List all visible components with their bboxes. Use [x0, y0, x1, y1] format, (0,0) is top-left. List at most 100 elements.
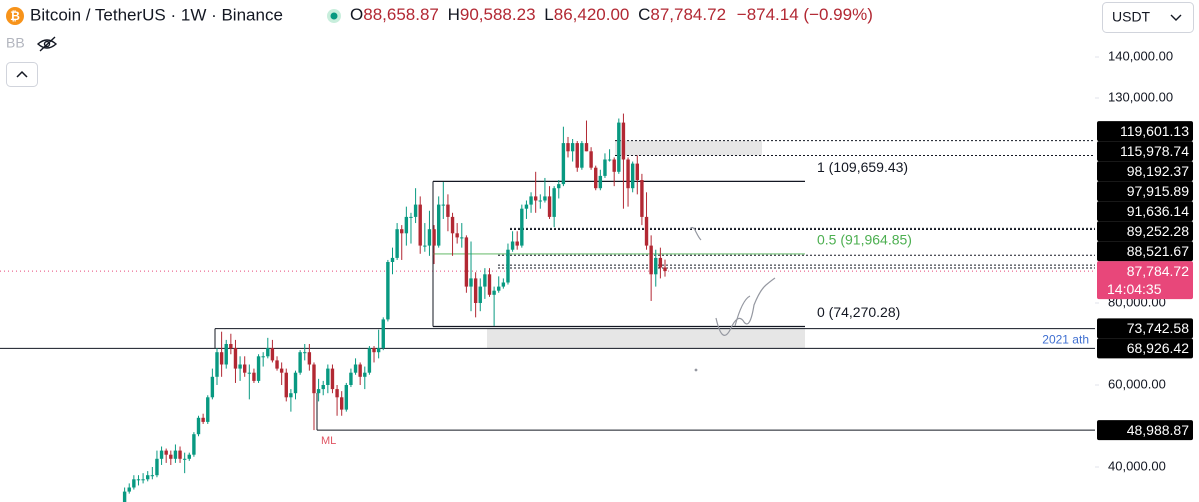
- candle-body: [321, 384, 325, 390]
- candle-body: [229, 343, 233, 349]
- level-label-box: [1097, 221, 1193, 242]
- candle-body: [335, 389, 339, 398]
- candle-body: [635, 163, 639, 180]
- candle-body: [446, 204, 450, 217]
- candle-body: [658, 257, 663, 268]
- ohlc-key: C: [638, 5, 650, 24]
- candle-body: [455, 233, 459, 238]
- candle-body: [196, 417, 201, 435]
- candle-body: [483, 274, 487, 287]
- level-label: 119,601.13: [1120, 123, 1189, 139]
- hide-indicator-icon[interactable]: [36, 36, 58, 52]
- y-tick-label: 130,000.00: [1108, 89, 1173, 104]
- candle-body: [594, 167, 598, 189]
- candle-body: [247, 372, 252, 374]
- candle-body: [275, 360, 279, 369]
- symbol-title[interactable]: Bitcoin / TetherUS · 1W · Binance: [30, 5, 283, 24]
- level-label-box: [1097, 241, 1193, 262]
- candle-body: [164, 450, 168, 455]
- y-tick-label: 40,000.00: [1108, 458, 1166, 473]
- candle-body: [132, 479, 136, 488]
- level-label: 98,192.37: [1127, 163, 1189, 179]
- candle-body: [358, 364, 362, 377]
- candle-body: [210, 376, 215, 398]
- currency-label: USDT: [1112, 9, 1151, 25]
- status-dot: [330, 12, 338, 20]
- candle-body: [561, 143, 566, 185]
- candle-body: [233, 348, 238, 369]
- candle-body: [501, 282, 506, 287]
- level-label: 115,978.74: [1120, 143, 1189, 159]
- level-label-box: [1097, 181, 1193, 202]
- level-label: 48,988.87: [1127, 422, 1189, 438]
- candle-body: [192, 434, 196, 455]
- collapse-button[interactable]: [6, 62, 38, 87]
- currency-select[interactable]: [1102, 2, 1194, 33]
- candle-body: [155, 458, 159, 476]
- level-label-box: [1097, 420, 1193, 441]
- candle-body: [663, 267, 667, 272]
- symbol-icon: [6, 7, 24, 25]
- candle-body: [612, 159, 616, 172]
- candle-body: [187, 454, 191, 459]
- ohlc-value: 86,420.00: [554, 5, 630, 24]
- candle-body: [349, 372, 353, 385]
- candle-body: [409, 216, 413, 218]
- candle-body: [473, 278, 478, 303]
- level-label: 73,742.58: [1127, 320, 1189, 336]
- candle-body: [515, 241, 519, 246]
- candle-body: [617, 122, 621, 172]
- candle-body: [252, 372, 256, 381]
- level-label: 88,521.67: [1127, 243, 1189, 259]
- candle-body: [363, 372, 367, 377]
- level-label-box: [1097, 121, 1193, 142]
- symbol-icon-glyph: ₿: [10, 9, 20, 23]
- candle-body: [404, 216, 409, 234]
- candle-body: [432, 229, 436, 246]
- current-price-label: 87,784.72: [1127, 263, 1189, 279]
- ohlc-key: H: [448, 5, 460, 24]
- candle-body: [552, 188, 556, 217]
- candle-body: [400, 229, 404, 234]
- ath-label: 2021 ath: [1042, 333, 1089, 347]
- candle-body: [312, 364, 316, 394]
- candle-body: [626, 159, 630, 189]
- level-label-box: [1097, 338, 1193, 359]
- candle-body: [367, 348, 372, 373]
- candle-body: [339, 397, 344, 410]
- level-label-box: [1097, 141, 1193, 162]
- candle-body: [487, 274, 492, 295]
- indicator-name[interactable]: BB: [6, 35, 25, 51]
- zone-box: [615, 140, 762, 156]
- candle-body: [423, 245, 427, 247]
- current-price-box: [1097, 261, 1193, 300]
- candle-body: [178, 450, 182, 459]
- candle-body: [543, 196, 547, 201]
- candle-body: [127, 487, 131, 492]
- candle-body: [492, 290, 496, 295]
- ml-label: ML: [321, 435, 336, 447]
- fib-label: 0 (74,270.28): [817, 304, 900, 320]
- level-label-box: [1097, 318, 1193, 339]
- level-label: 91,636.14: [1127, 203, 1189, 219]
- candle-body: [122, 491, 127, 502]
- candle-body: [289, 393, 293, 398]
- candle-body: [146, 475, 150, 480]
- plot-area: 1 (109,659.43) 0.5 (91,964.85) 0 (74,270.2…: [0, 113, 1095, 502]
- candle-body: [307, 352, 312, 365]
- candle-body: [654, 257, 658, 275]
- candle-body: [533, 196, 538, 201]
- candle-body: [173, 450, 178, 459]
- ohlc: O88,658.87 H90,588.23 L86,420.00 C87,784…: [350, 5, 873, 24]
- candle-body: [266, 348, 270, 357]
- candle-body: [497, 286, 501, 291]
- fib-label: 1 (109,659.43): [817, 159, 908, 175]
- candle-body: [224, 343, 228, 365]
- candle-body: [136, 479, 141, 481]
- level-label: 68,926.42: [1127, 340, 1189, 356]
- candle-body: [270, 348, 275, 361]
- candle-body: [478, 286, 482, 303]
- candle-body: [293, 372, 298, 394]
- candle-body: [520, 208, 524, 246]
